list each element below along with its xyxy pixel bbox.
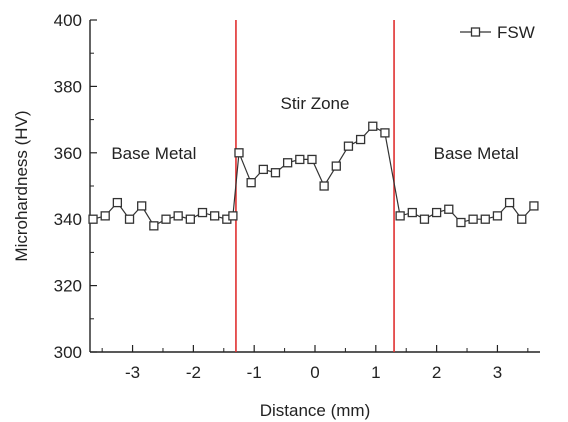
data-point bbox=[355, 134, 366, 145]
data-point bbox=[197, 207, 208, 218]
data-point bbox=[517, 214, 527, 224]
data-point bbox=[282, 158, 293, 168]
data-point bbox=[468, 214, 478, 224]
data-point bbox=[368, 121, 378, 131]
y-tick-label: 400 bbox=[54, 11, 82, 30]
x-tick-label: 2 bbox=[432, 363, 441, 382]
data-point bbox=[137, 201, 147, 211]
zone-annotation: Base Metal bbox=[111, 144, 196, 163]
legend: FSW bbox=[460, 23, 535, 42]
x-tick-label: 0 bbox=[310, 363, 319, 382]
y-tick-label: 320 bbox=[54, 277, 82, 296]
data-point bbox=[295, 154, 305, 165]
data-point bbox=[210, 211, 220, 221]
data-series bbox=[88, 121, 539, 231]
data-point bbox=[124, 214, 135, 224]
x-tick-label: -3 bbox=[125, 363, 140, 382]
data-point bbox=[407, 207, 417, 218]
data-point bbox=[258, 164, 268, 175]
data-point bbox=[270, 168, 281, 178]
y-tick-label: 380 bbox=[54, 77, 82, 96]
x-tick-label: 1 bbox=[371, 363, 380, 382]
y-tick-label: 300 bbox=[54, 343, 82, 362]
data-point bbox=[480, 214, 490, 224]
data-point bbox=[504, 197, 515, 208]
data-point bbox=[395, 211, 405, 221]
y-axis-label: Microhardness (HV) bbox=[12, 110, 31, 261]
data-point bbox=[456, 217, 466, 228]
data-point bbox=[161, 214, 171, 224]
series-line bbox=[92, 125, 535, 227]
data-point bbox=[529, 201, 539, 211]
plot-area: 300 320 340 360 380 400 -3 -2 -1 0 1 2 3 bbox=[54, 11, 540, 382]
data-point bbox=[319, 181, 329, 191]
data-point bbox=[234, 148, 244, 158]
data-point bbox=[444, 204, 454, 214]
data-point bbox=[185, 214, 195, 224]
y-tick-label: 360 bbox=[54, 144, 82, 163]
annotations: Base Metal Stir Zone Base Metal bbox=[111, 94, 518, 163]
zone-annotation: Stir Zone bbox=[281, 94, 350, 113]
x-tick-label: -2 bbox=[186, 363, 201, 382]
data-point bbox=[246, 178, 256, 188]
data-point bbox=[88, 214, 98, 224]
data-point bbox=[331, 161, 341, 171]
legend-marker bbox=[470, 27, 481, 37]
data-point bbox=[228, 211, 238, 221]
data-point bbox=[380, 128, 390, 138]
data-point bbox=[100, 211, 110, 221]
legend-label: FSW bbox=[497, 23, 535, 42]
data-point bbox=[112, 197, 123, 208]
zone-boundaries bbox=[235, 20, 395, 352]
data-point bbox=[431, 207, 442, 218]
x-tick-label: -1 bbox=[247, 363, 262, 382]
data-point bbox=[492, 211, 503, 221]
data-point bbox=[307, 154, 317, 165]
zone-annotation: Base Metal bbox=[434, 144, 519, 163]
x-tick-label: 3 bbox=[493, 363, 502, 382]
x-axis-label: Distance (mm) bbox=[260, 401, 371, 420]
data-point bbox=[419, 214, 430, 224]
data-point bbox=[343, 141, 354, 151]
data-point bbox=[173, 211, 183, 221]
data-point bbox=[149, 221, 159, 231]
y-tick-label: 340 bbox=[54, 210, 82, 229]
